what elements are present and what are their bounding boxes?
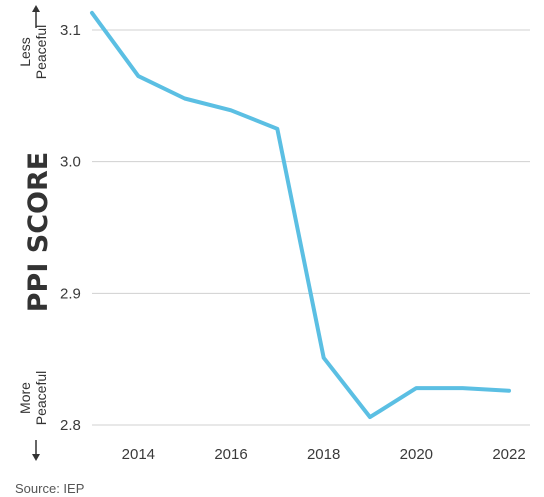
source-note: Source: IEP — [15, 481, 84, 496]
y-tick-label: 2.8 — [60, 417, 81, 434]
x-tick-label: 2018 — [307, 446, 340, 463]
x-tick-label: 2016 — [214, 446, 247, 463]
x-tick-label: 2014 — [122, 446, 155, 463]
less-peaceful-annotation: Less Peaceful — [17, 5, 49, 79]
x-tick-label: 2020 — [400, 446, 433, 463]
x-tick-labels: 2014 2016 2018 2020 2022 — [122, 446, 526, 463]
x-tick-label: 2022 — [492, 446, 525, 463]
ppi-series-line — [90, 10, 511, 420]
up-arrowhead-icon — [32, 5, 40, 12]
y-tick-label: 3.0 — [60, 154, 81, 171]
peaceful-label-top: Peaceful — [33, 25, 49, 79]
y-tick-label: 3.1 — [60, 22, 81, 39]
less-label: Less — [17, 37, 33, 67]
gridlines — [92, 29, 530, 426]
y-tick-label: 2.9 — [60, 285, 81, 302]
peaceful-label-bottom: Peaceful — [33, 371, 49, 425]
more-peaceful-annotation: More Peaceful — [17, 371, 49, 461]
more-label: More — [17, 382, 33, 414]
y-tick-labels: 3.1 3.0 2.9 2.8 — [60, 22, 81, 434]
down-arrowhead-icon — [32, 454, 40, 461]
y-axis-label: PPI SCORE — [23, 152, 54, 312]
